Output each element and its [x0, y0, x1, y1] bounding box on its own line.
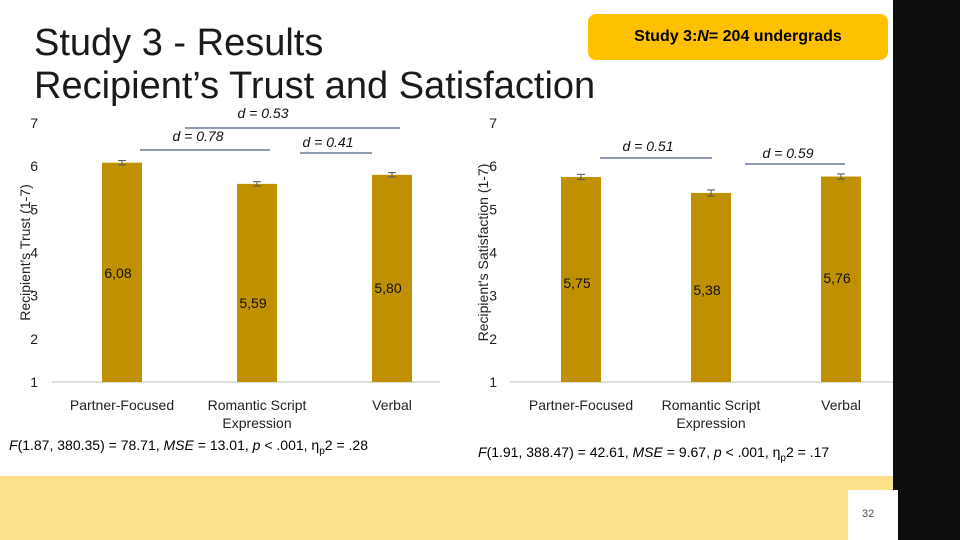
data-label: 6,08 [104, 265, 131, 281]
bar [691, 192, 731, 382]
y-axis-label: Recipient's Trust (1-7) [17, 184, 33, 321]
effect-size-label: d = 0.59 [763, 145, 814, 161]
category-label: Romantic Script [208, 397, 307, 413]
y-tick-label: 7 [489, 115, 497, 131]
stats-right: F(1.91, 388.47) = 42.61, MSE = 9.67, p <… [478, 444, 830, 464]
effect-size-label: d = 0.41 [303, 134, 354, 150]
effect-size-label: d = 0.53 [238, 105, 289, 121]
title-line-1: Study 3 - Results [34, 22, 324, 64]
data-label: 5,80 [374, 280, 401, 296]
effect-size-label: d = 0.78 [173, 128, 224, 144]
bottom-strip [0, 476, 893, 540]
y-tick-label: 5 [30, 201, 38, 217]
y-tick-label: 3 [489, 288, 497, 304]
category-label: Expression [676, 415, 745, 431]
y-tick-label: 1 [489, 374, 497, 390]
y-tick-label: 2 [30, 331, 38, 347]
page-number: 32 [862, 508, 875, 520]
bar [237, 183, 277, 382]
callout-n: N [697, 28, 709, 45]
category-label: Partner-Focused [70, 397, 174, 413]
stats-left: F(1.87, 380.35) = 78.71, MSE = 13.01, p … [9, 437, 368, 457]
data-label: 5,76 [823, 270, 850, 286]
category-label: Romantic Script [662, 397, 761, 413]
callout-suffix: = 204 undergrads [708, 28, 842, 45]
y-tick-label: 3 [30, 288, 38, 304]
category-label: Verbal [821, 397, 861, 413]
y-tick-label: 5 [489, 201, 497, 217]
y-tick-label: 6 [489, 158, 497, 174]
data-label: 5,38 [693, 282, 720, 298]
y-tick-label: 6 [30, 158, 38, 174]
right-sidebar-bar [893, 0, 960, 540]
y-tick-label: 1 [30, 374, 38, 390]
category-label: Verbal [372, 397, 412, 413]
effect-size-label: d = 0.51 [623, 138, 674, 154]
page-number-box [848, 490, 898, 540]
callout-prefix: Study 3: [634, 28, 698, 45]
slide-title: Study 3 - Results Recipient’s Trust and … [34, 22, 595, 108]
bar [372, 174, 412, 382]
y-tick-label: 2 [489, 331, 497, 347]
y-tick-label: 7 [30, 115, 38, 131]
data-label: 5,75 [563, 275, 590, 291]
category-label: Partner-Focused [529, 397, 633, 413]
y-axis-label: Recipient's Satisfaction (1-7) [475, 164, 491, 342]
y-tick-label: 4 [489, 245, 497, 261]
bar [561, 176, 601, 382]
category-label: Expression [222, 415, 291, 431]
sample-callout: Study 3: N = 204 undergrads [588, 14, 888, 60]
title-line-2: Recipient’s Trust and Satisfaction [34, 65, 596, 107]
y-tick-label: 4 [30, 245, 38, 261]
data-label: 5,59 [239, 295, 266, 311]
bar [821, 176, 861, 382]
bar [102, 162, 142, 382]
